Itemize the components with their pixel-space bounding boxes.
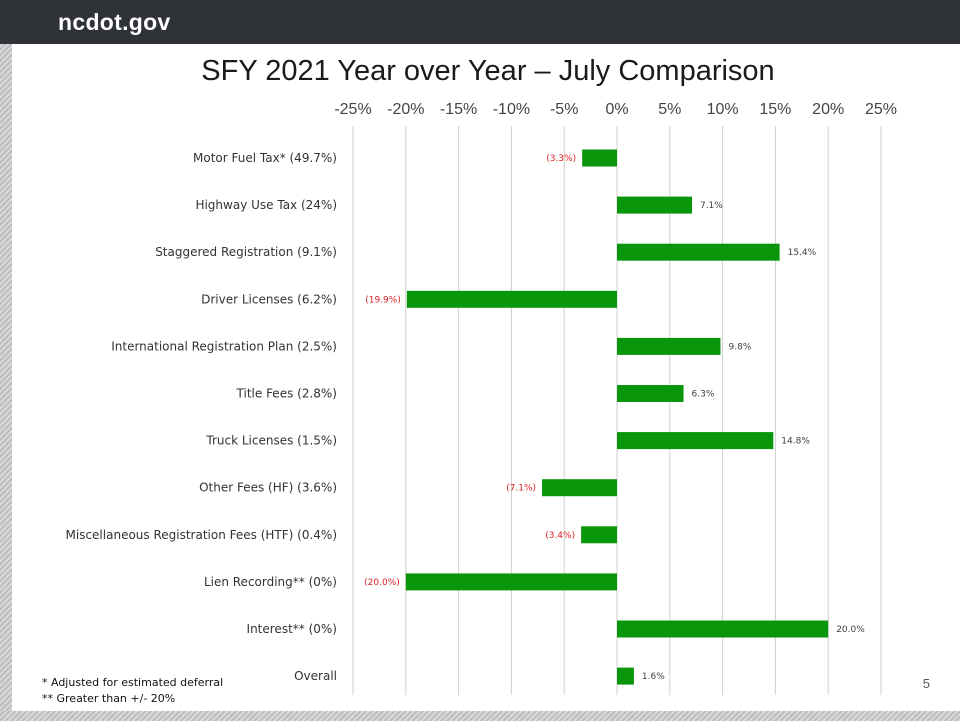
footnote-deferral: * Adjusted for estimated deferral [42, 676, 224, 689]
bar [617, 667, 634, 685]
category-label: Miscellaneous Registration Fees (HTF) (0… [66, 528, 337, 542]
x-tick-label: 20% [812, 101, 844, 118]
data-label: (3.3%) [546, 154, 576, 164]
bar [617, 432, 774, 450]
x-tick-label: -25% [334, 101, 371, 118]
data-label: (3.4%) [545, 531, 575, 541]
x-tick-label: 10% [707, 101, 739, 118]
category-label: Truck Licenses (1.5%) [205, 434, 337, 448]
bar [617, 337, 721, 355]
data-label: 7.1% [700, 201, 723, 211]
data-label: 15.4% [788, 248, 817, 258]
data-label: 1.6% [642, 672, 665, 682]
category-label: Overall [294, 669, 337, 683]
bar [617, 196, 692, 214]
x-tick-label: 25% [865, 101, 897, 118]
x-tick-label: 0% [605, 101, 628, 118]
header-bar: ncdot.gov [0, 0, 960, 44]
slide-frame-bottom [0, 711, 960, 721]
category-label: Highway Use Tax (24%) [195, 198, 337, 212]
bar [617, 620, 829, 638]
bar [581, 526, 617, 544]
data-label: 6.3% [692, 390, 715, 400]
bar [406, 290, 617, 308]
slide-frame-left [0, 0, 12, 721]
x-tick-label: -5% [550, 101, 578, 118]
category-label: Staggered Registration (9.1%) [155, 245, 337, 259]
x-tick-label: -10% [493, 101, 530, 118]
x-tick-label: -15% [440, 101, 477, 118]
data-label: (19.9%) [365, 295, 401, 305]
bar [617, 243, 780, 261]
data-label: 9.8% [728, 342, 751, 352]
bar [542, 479, 617, 497]
data-label: (20.0%) [364, 578, 400, 588]
data-label: 14.8% [781, 437, 810, 447]
bar [405, 573, 617, 591]
slide-page-number: 5 [922, 676, 930, 691]
category-label: Motor Fuel Tax* (49.7%) [193, 151, 337, 165]
category-label: Other Fees (HF) (3.6%) [199, 481, 337, 495]
slide-canvas [14, 44, 960, 711]
category-label: Title Fees (2.8%) [236, 387, 337, 401]
brand-logo-text: ncdot.gov [58, 9, 171, 35]
x-tick-label: 15% [759, 101, 791, 118]
category-label: Interest** (0%) [247, 622, 337, 636]
chart-title: SFY 2021 Year over Year – July Compariso… [201, 55, 775, 87]
data-label: 20.0% [836, 625, 865, 635]
category-label: Lien Recording** (0%) [204, 575, 337, 589]
bar [617, 385, 684, 402]
footnote-threshold: ** Greater than +/- 20% [42, 692, 176, 705]
category-label: International Registration Plan (2.5%) [111, 339, 337, 353]
x-tick-label: -20% [387, 101, 424, 118]
data-label: (7.1%) [506, 484, 536, 494]
bar [582, 149, 617, 167]
category-label: Driver Licenses (6.2%) [201, 292, 337, 306]
x-tick-label: 5% [658, 101, 681, 118]
